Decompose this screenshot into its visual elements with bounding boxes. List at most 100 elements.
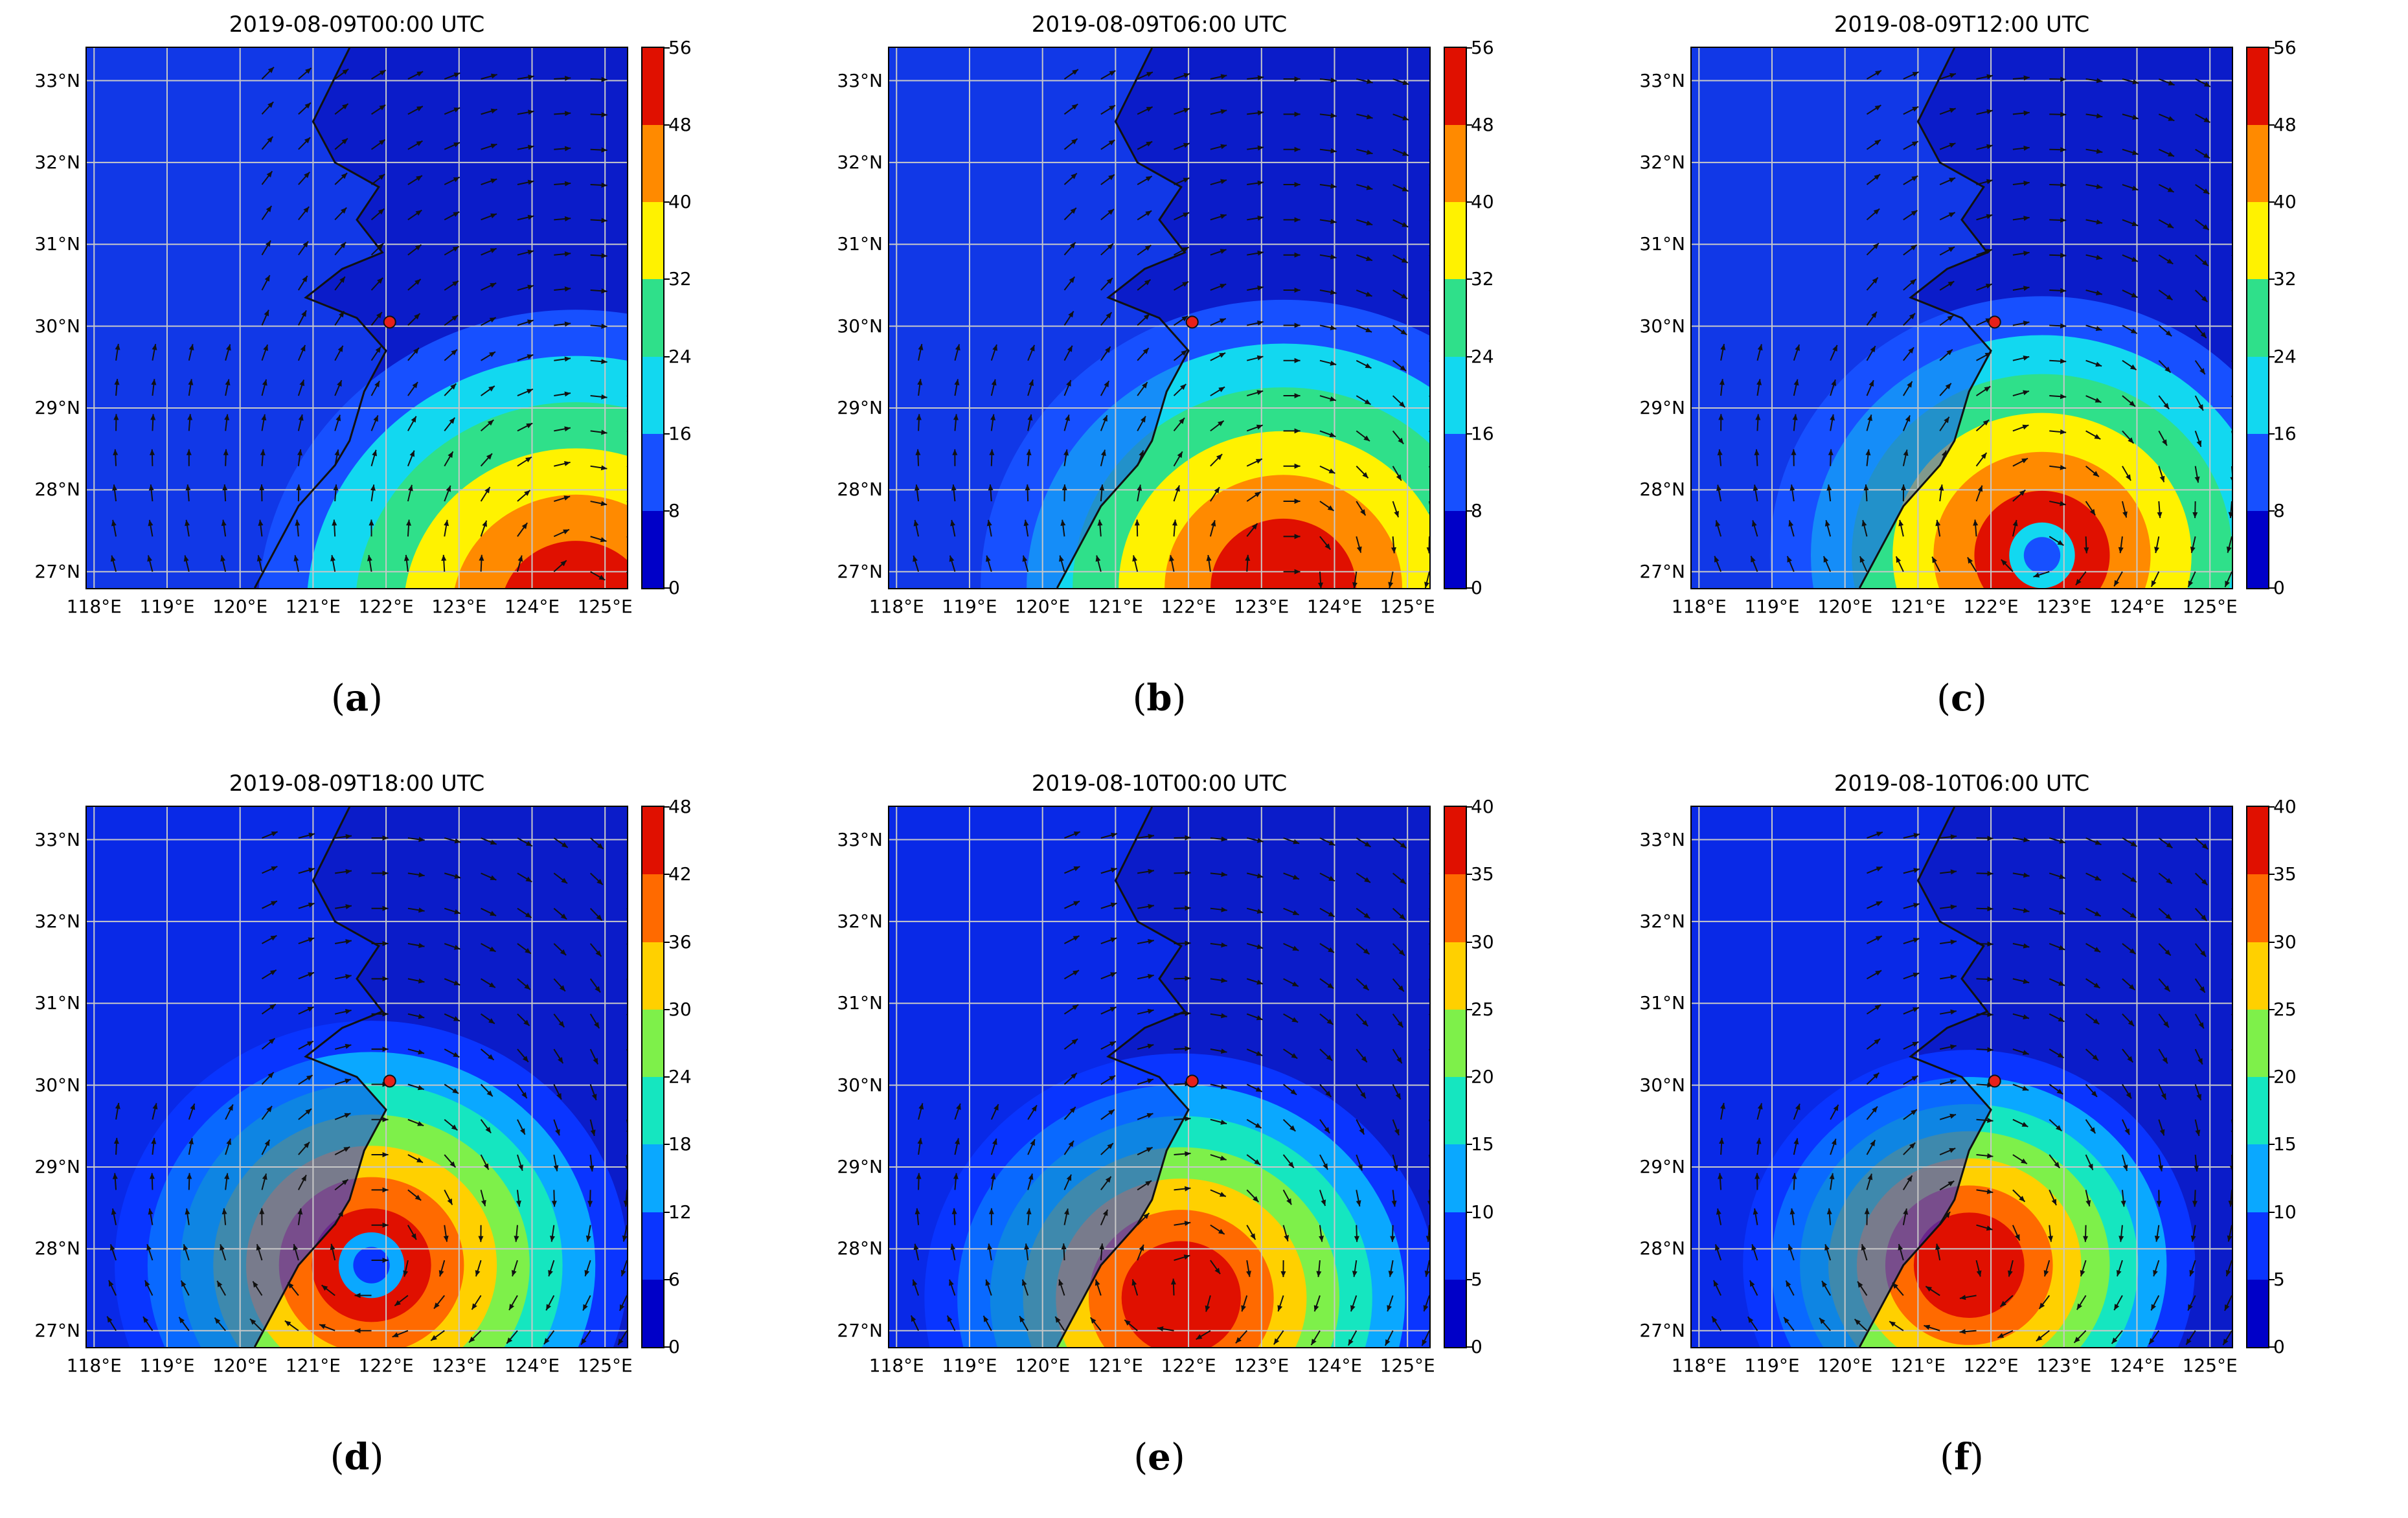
- wind-vector-head: [2224, 1304, 2230, 1311]
- longitude-tick-label: 123°E: [431, 596, 487, 617]
- wind-vector-head: [308, 902, 315, 908]
- wind-vector-head: [1055, 1316, 1061, 1323]
- wind-vector-head: [2091, 1091, 2097, 1097]
- wind-vector-head: [2015, 1234, 2020, 1241]
- colorbar-tick-label: 0: [668, 577, 680, 598]
- wind-vector-head: [1753, 1208, 1758, 1215]
- wind-vector-head: [144, 1280, 150, 1287]
- wind-vector-head: [1755, 414, 1761, 420]
- wind-vector-head: [2023, 110, 2030, 116]
- wind-vector-head: [2118, 1236, 2124, 1242]
- map-panel: 2019-08-10T00:00 UTC 33°N 32°N 31°N 30°N 29°N…: [802, 759, 1605, 1518]
- wind-vector-head: [2194, 1165, 2199, 1172]
- colorbar-tick-mark: [664, 433, 670, 435]
- wind-vector-head: [1172, 519, 1177, 526]
- longitude-tick-label: 118°E: [1671, 596, 1727, 617]
- wind-vector-head: [308, 972, 314, 977]
- wind-vector-head: [1107, 209, 1114, 215]
- wind-vector-head: [595, 950, 602, 957]
- wind-vector-head: [1398, 949, 1405, 956]
- wind-vector-head: [1949, 108, 1956, 113]
- wind-vector-head: [953, 1173, 959, 1179]
- wind-vector-head: [451, 349, 457, 356]
- wind-vector-head: [2084, 547, 2089, 554]
- wind-vector-head: [918, 1103, 924, 1110]
- latitude-tick-label: 31°N: [1639, 233, 1685, 255]
- wind-vector-head: [115, 1103, 120, 1109]
- wind-vector-head: [1950, 869, 1957, 875]
- wind-vector-head: [187, 1173, 192, 1179]
- wind-vector-head: [949, 555, 955, 562]
- wind-vector-head: [1859, 556, 1865, 563]
- wind-vector-head: [2056, 1089, 2063, 1094]
- wind-vector-head: [1828, 449, 1834, 455]
- latitude-tick-label: 27°N: [1639, 1319, 1685, 1341]
- wind-vector-head: [1028, 1173, 1034, 1181]
- wind-vector-head: [1424, 1270, 1429, 1277]
- wind-vector-head: [2132, 115, 2139, 120]
- wind-vector-head: [525, 912, 532, 918]
- wind-vector-head: [1026, 1208, 1032, 1215]
- wind-vector-head: [2023, 75, 2030, 81]
- wind-vector-head: [1214, 1267, 1220, 1274]
- wind-vector-head: [1788, 1244, 1793, 1251]
- wind-vector-head: [2223, 1339, 2229, 1345]
- wind-vector-head: [1059, 555, 1064, 562]
- wind-vector-head: [1146, 1147, 1153, 1153]
- wind-vector-head: [2228, 1201, 2232, 1207]
- colorbar-segment: [642, 433, 663, 511]
- wind-vector-head: [1784, 1317, 1789, 1324]
- wind-vector-head: [1819, 1318, 1826, 1324]
- wind-vector-head: [912, 1279, 918, 1286]
- colorbar-tick-label: 40: [668, 191, 692, 213]
- wind-vector-head: [306, 1075, 313, 1081]
- land-area: [87, 807, 387, 1347]
- wind-vector-head: [1865, 449, 1871, 456]
- longitude-tick-label: 118°E: [66, 1355, 122, 1376]
- wind-vector-head: [263, 345, 268, 351]
- wind-vector-head: [2096, 219, 2103, 225]
- wind-vector-head: [565, 75, 571, 81]
- wind-vector-head: [1023, 519, 1029, 527]
- wind-vector-head: [453, 177, 460, 183]
- wind-vector-head: [2226, 546, 2232, 553]
- wind-vector-head: [1913, 1007, 1919, 1012]
- wind-vector-head: [2023, 355, 2030, 361]
- wind-vector-head: [1913, 972, 1920, 978]
- wind-vector-head: [1935, 519, 1941, 527]
- wind-vector-head: [1365, 327, 1372, 332]
- colorbar-tick-mark: [2269, 941, 2275, 943]
- wind-vector-head: [1826, 1208, 1832, 1215]
- wind-vector-head: [1071, 139, 1078, 144]
- wind-vector-head: [527, 214, 534, 220]
- wind-vector-head: [2096, 113, 2103, 119]
- map-panel: 2019-08-09T00:00 UTC 33°N 32°N 31°N 30°N 29°N…: [0, 0, 802, 759]
- colorbar-tick-label: 12: [668, 1201, 692, 1223]
- wind-vector-head: [416, 71, 424, 77]
- wind-vector-head: [302, 241, 308, 248]
- latitude-tick-label: 32°N: [34, 151, 80, 173]
- wind-vector-head: [518, 1164, 523, 1171]
- wind-vector-head: [1716, 484, 1721, 492]
- wind-vector-head: [1362, 1020, 1369, 1026]
- wind-vector-head: [341, 207, 347, 214]
- wind-vector-head: [1892, 1282, 1898, 1289]
- wind-vector-head: [1987, 1118, 1993, 1124]
- latitude-tick-label: 27°N: [34, 560, 80, 582]
- wind-vector-head: [1145, 1181, 1152, 1186]
- wind-vector-head: [416, 1157, 423, 1163]
- wind-vector-head: [190, 1104, 196, 1110]
- wind-vector-head: [1095, 555, 1101, 562]
- colorbar-tick-label: 48: [668, 114, 692, 136]
- wind-vector-head: [1941, 450, 1947, 457]
- wind-vector-head: [305, 68, 312, 74]
- colorbar-tick-mark: [664, 1278, 670, 1280]
- wind-vector-head: [509, 1304, 515, 1310]
- land-area: [889, 48, 1189, 588]
- wind-vector-head: [1109, 1041, 1116, 1047]
- wind-vector-head: [2060, 358, 2067, 364]
- wind-vector-head: [1872, 1106, 1878, 1113]
- latitude-tick-label: 31°N: [837, 233, 883, 255]
- panel-title: 2019-08-10T00:00 UTC: [1031, 771, 1288, 797]
- wind-vector-head: [1072, 69, 1078, 75]
